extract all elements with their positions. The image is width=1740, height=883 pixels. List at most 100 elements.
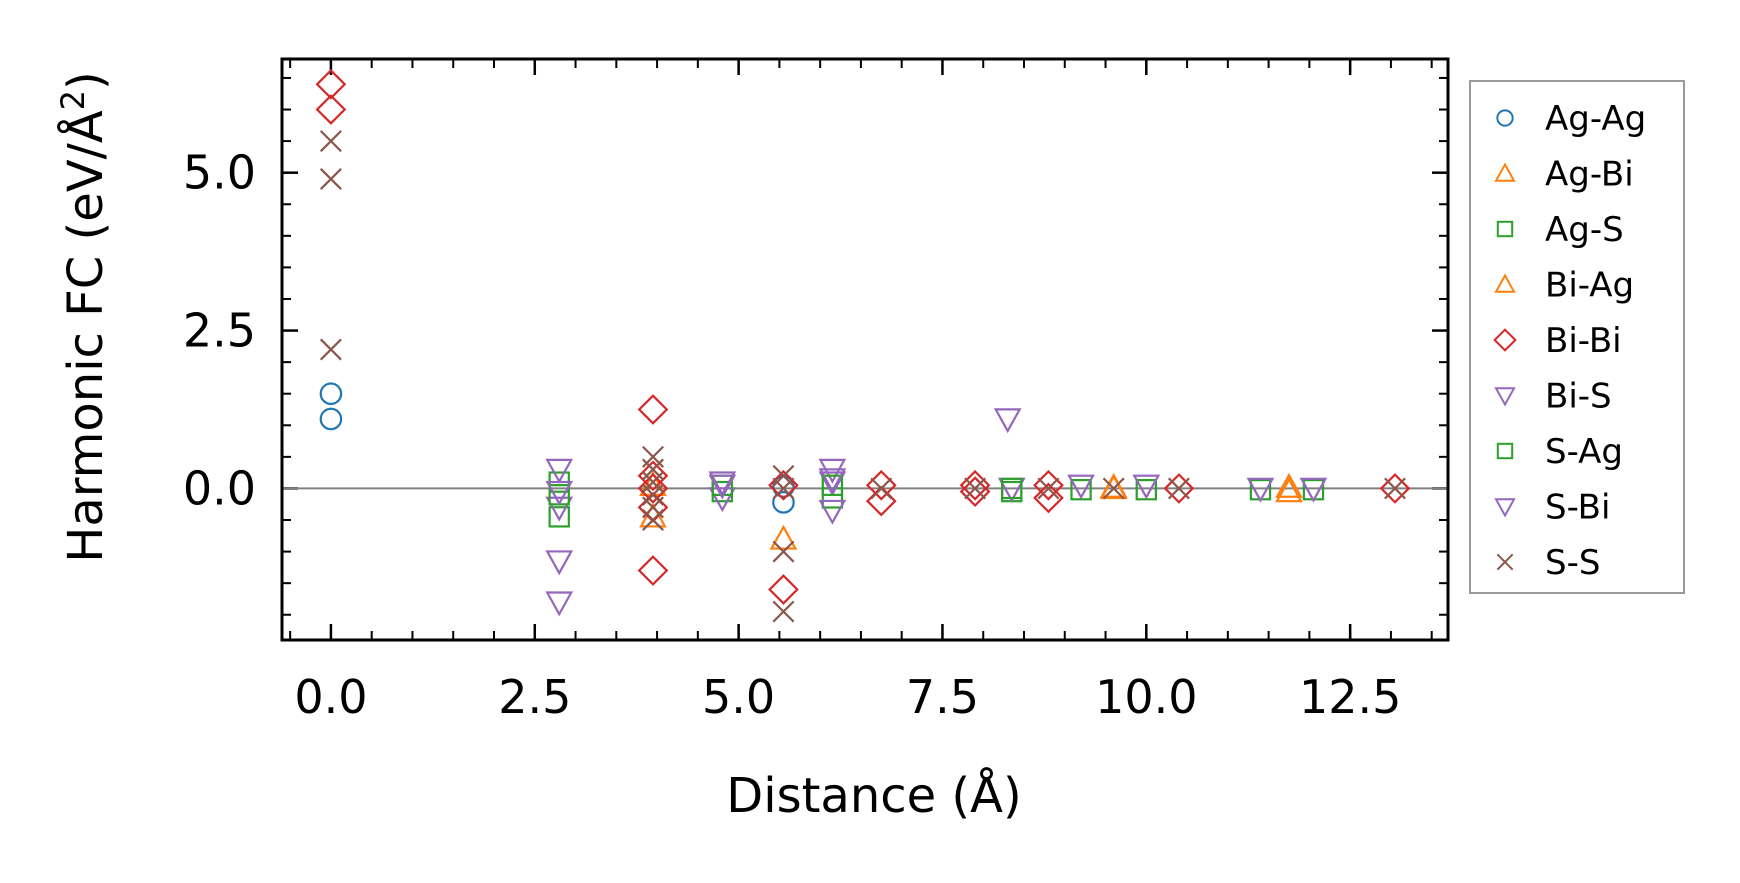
legend-marker: [1494, 162, 1516, 182]
legend-marker: [1496, 109, 1514, 127]
data-point: [1275, 477, 1303, 503]
series-ag-s: [548, 471, 1325, 528]
data-point: [1167, 477, 1190, 500]
series-s-s: [319, 130, 1406, 623]
data-point: [1037, 477, 1060, 500]
data-points: [315, 68, 1411, 623]
x-tick-label: 10.0: [1095, 670, 1197, 724]
legend-label: Ag-Bi: [1545, 155, 1634, 195]
legend: Ag-Ag Ag-Bi Ag-S Bi-Ag Bi-Bi Bi-S S-Ag S-Bi S-S: [1469, 80, 1685, 594]
data-point: [637, 473, 669, 504]
y-axis-title-superscript: 2: [54, 90, 92, 110]
data-point: [1132, 474, 1161, 500]
data-point: [545, 591, 574, 617]
legend-label: Bi-S: [1545, 377, 1612, 417]
data-point: [959, 476, 991, 507]
x-tick-label: 7.5: [906, 670, 979, 724]
legend-label: Bi-Ag: [1545, 266, 1634, 306]
plot-frame: [280, 57, 1450, 642]
legend-marker: [1494, 498, 1516, 518]
y-axis-title: Harmonic FC (eV/Å2): [54, 71, 114, 563]
data-point: [545, 480, 574, 506]
x-tick-label: 12.5: [1299, 670, 1401, 724]
data-point: [319, 382, 343, 406]
x-tick-label: 5.0: [702, 670, 775, 724]
data-point: [545, 458, 574, 484]
series-ag-ag: [319, 382, 795, 514]
legend-label: Ag-S: [1545, 210, 1624, 250]
data-point: [642, 496, 664, 519]
legend-marker: [1496, 442, 1514, 460]
data-point: [1001, 477, 1023, 500]
data-point: [1246, 477, 1275, 503]
data-point: [315, 68, 347, 100]
data-point: [772, 600, 795, 623]
x-tick-label: 0.0: [294, 670, 367, 724]
data-point: [818, 458, 847, 484]
data-point: [1067, 474, 1095, 500]
data-point: [1384, 477, 1406, 500]
x-tick-label: 2.5: [498, 670, 571, 724]
x-axis-title: Distance (Å): [726, 767, 1021, 824]
series-bi-bi: [315, 68, 1411, 605]
data-point: [319, 168, 342, 190]
data-point: [772, 491, 795, 514]
legend-marker: [1493, 328, 1517, 352]
data-point: [865, 485, 897, 517]
legend-label: S-Ag: [1545, 432, 1623, 472]
data-point: [865, 469, 897, 501]
data-point: [319, 130, 342, 153]
data-point: [1102, 477, 1125, 500]
data-point: [818, 471, 847, 497]
legend-marker: [1494, 273, 1516, 293]
legend-marker: [1494, 387, 1516, 407]
data-point: [1275, 472, 1303, 498]
legend-label: S-S: [1545, 543, 1600, 583]
data-point: [642, 509, 664, 531]
data-point: [545, 496, 574, 522]
data-point: [708, 487, 737, 513]
y-axis-title-main: Harmonic FC (eV/Å: [57, 110, 114, 563]
data-point: [319, 338, 342, 361]
legend-label: S-Bi: [1545, 488, 1610, 528]
y-tick-labels: 0.0 2.5 5.0: [183, 146, 256, 516]
data-point: [821, 474, 844, 496]
data-point: [637, 460, 669, 492]
data-point: [768, 574, 799, 605]
data-point: [548, 506, 570, 528]
data-point: [993, 408, 1022, 434]
data-point: [315, 94, 347, 125]
data-point: [642, 445, 664, 468]
data-point: [319, 407, 343, 431]
data-point: [821, 487, 844, 509]
data-point: [818, 499, 847, 525]
data-point: [1299, 477, 1328, 503]
legend-marker: [1496, 220, 1514, 238]
data-point: [637, 555, 669, 586]
data-point: [545, 550, 574, 576]
data-point: [818, 468, 847, 494]
data-point: [870, 477, 893, 500]
legend-label: Bi-Bi: [1545, 321, 1622, 361]
minor-ticks: [282, 59, 1448, 640]
data-point: [772, 477, 795, 500]
major-ticks: [282, 59, 1448, 640]
data-point: [772, 464, 795, 487]
data-point: [964, 477, 987, 500]
data-point: [708, 471, 737, 497]
data-point: [1033, 482, 1064, 514]
data-point: [637, 394, 669, 425]
data-point: [772, 540, 795, 563]
data-point: [708, 474, 737, 500]
data-point: [769, 524, 798, 550]
legend-marker: [1496, 553, 1514, 571]
data-point: [1163, 473, 1195, 504]
legend-label: Ag-Ag: [1545, 99, 1646, 139]
y-axis-title-close: ): [58, 71, 114, 90]
data-point: [1099, 472, 1128, 498]
y-tick-label: 2.5: [183, 304, 256, 358]
series-s-bi: [545, 468, 847, 506]
data-point: [1379, 473, 1411, 504]
series-bi-s: [545, 408, 1328, 617]
